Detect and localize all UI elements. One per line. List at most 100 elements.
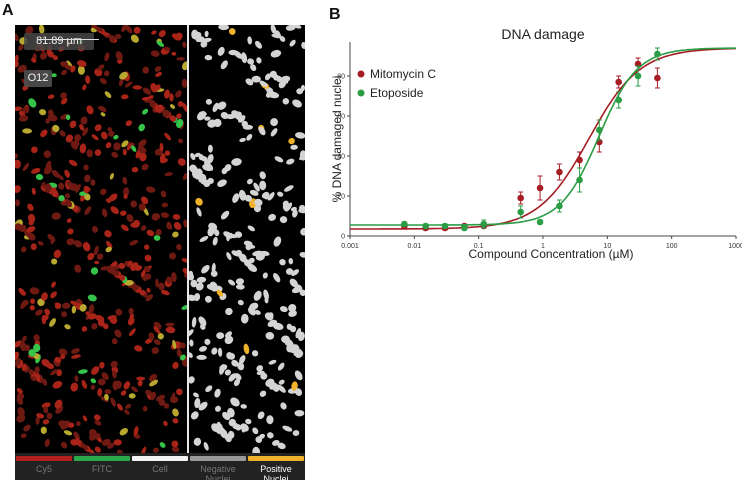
nucleus (82, 242, 91, 252)
nucleus (60, 61, 69, 68)
nucleus (73, 431, 80, 441)
nucleus (113, 439, 122, 446)
nucleus (182, 102, 187, 112)
dna-damage-chart: DNA damage 0.001 0.01 0.1 1 10 100 1000 0 20 40 60… (330, 26, 742, 261)
segmented-nucleus (290, 144, 298, 150)
nucleus (16, 397, 24, 405)
nucleus (94, 260, 100, 265)
segmented-nucleus (265, 378, 275, 388)
nucleus (51, 212, 61, 220)
segmented-nucleus (275, 30, 281, 38)
channel-swatch (132, 456, 188, 461)
data-point (595, 126, 603, 134)
nucleus (176, 388, 183, 396)
nucleus (18, 44, 24, 51)
segmented-nucleus (221, 167, 228, 175)
segmented-nucleus (198, 401, 208, 411)
nucleus (146, 186, 156, 193)
x-tick-label: 100 (666, 243, 678, 250)
nucleus (171, 51, 177, 56)
nucleus (52, 124, 60, 133)
data-point (536, 184, 544, 192)
nucleus (44, 183, 52, 194)
channel-cy5[interactable]: Cy5 (16, 453, 72, 480)
nucleus (31, 57, 37, 63)
channel-positive-nuclei[interactable]: Positive Nuclei (248, 453, 304, 480)
nucleus (102, 323, 109, 330)
nucleus (137, 146, 147, 154)
channel-negative-nuclei[interactable]: Negative Nuclei (190, 453, 246, 480)
channel-fitc[interactable]: FITC (74, 453, 130, 480)
segmented-nucleus (296, 88, 304, 95)
channel-label: FITC (92, 464, 112, 474)
nucleus (121, 94, 129, 100)
nucleus (31, 146, 38, 154)
segmented-nucleus (228, 373, 237, 382)
segmented-nucleus (214, 388, 221, 398)
nucleus (176, 56, 185, 61)
nucleus (106, 240, 113, 249)
segmented-nucleus (264, 73, 271, 81)
segmented-nucleus (189, 339, 194, 347)
nucleus (47, 51, 54, 58)
segmented-nucleus (193, 437, 202, 446)
nucleus (177, 138, 184, 144)
nucleus (15, 159, 21, 169)
chart-title: DNA damage (501, 26, 584, 42)
segmented-nucleus (256, 365, 264, 372)
nucleus (116, 449, 123, 453)
nucleus (33, 334, 40, 342)
nucleus (86, 105, 94, 115)
nucleus (128, 307, 134, 315)
nucleus (104, 91, 112, 98)
segmented-nucleus (224, 369, 231, 376)
x-tick-label: 0.1 (474, 243, 484, 250)
nucleus (105, 142, 112, 149)
nucleus (151, 30, 157, 35)
nucleus (97, 388, 103, 397)
segmented-nucleus (189, 352, 193, 358)
nucleus (82, 84, 87, 91)
nucleus (45, 118, 51, 124)
nucleus (104, 52, 110, 62)
data-point (517, 194, 524, 202)
segmented-nucleus (282, 425, 293, 432)
nucleus (74, 375, 79, 382)
segmented-nucleus (276, 75, 283, 83)
segmented-nucleus (195, 282, 204, 291)
nucleus (78, 369, 88, 374)
nucleus (163, 46, 171, 52)
y-tick-label: 20 (337, 194, 345, 201)
nucleus (110, 360, 118, 368)
segmented-nucleus (279, 259, 286, 266)
nucleus (81, 326, 88, 332)
nucleus (135, 265, 143, 271)
nucleus (127, 260, 133, 266)
nucleus (64, 324, 71, 330)
nucleus (28, 98, 37, 108)
nucleus (23, 229, 31, 238)
segmented-nucleus (256, 57, 262, 64)
nucleus (171, 440, 179, 448)
segmented-nucleus (257, 411, 265, 420)
channel-label: Positive Nuclei (260, 464, 292, 480)
nucleus (166, 276, 172, 284)
nucleus (18, 287, 26, 296)
nucleus (61, 97, 68, 105)
nucleus (80, 116, 88, 125)
nucleus (131, 145, 137, 152)
segmented-nucleus (267, 192, 275, 201)
nucleus (83, 164, 89, 171)
nucleus (144, 244, 150, 250)
segmented-nucleus (208, 222, 218, 231)
nucleus (67, 228, 74, 235)
channel-cell[interactable]: Cell (132, 453, 188, 480)
nucleus (44, 308, 51, 316)
nucleus (99, 362, 105, 369)
segmented-nucleus (227, 430, 235, 439)
segmented-nucleus (233, 378, 241, 387)
segmented-nucleus (270, 49, 282, 58)
nucleus (91, 366, 100, 375)
segmented-nucleus (292, 99, 302, 108)
image-divider[interactable] (187, 25, 189, 453)
